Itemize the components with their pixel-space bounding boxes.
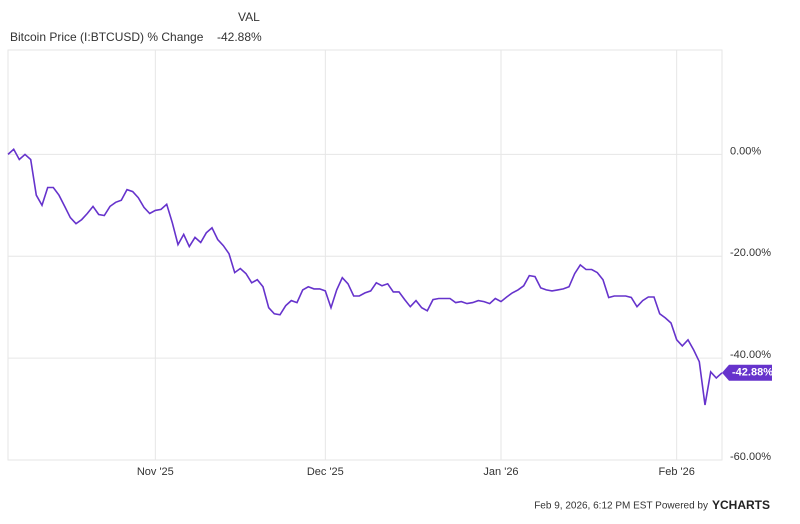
x-tick-label: Nov '25 xyxy=(137,466,174,478)
y-tick-label: -20.00% xyxy=(730,247,771,259)
legend-series-name: Bitcoin Price (I:BTCUSD) % Change xyxy=(10,30,204,44)
value-flag xyxy=(722,364,772,381)
plot-border xyxy=(7,49,723,461)
legend-series-value: -42.88% xyxy=(217,30,262,44)
y-tick-label: -40.00% xyxy=(730,349,771,361)
y-tick-label: -60.00% xyxy=(730,451,771,463)
value-label: -42.88% xyxy=(732,367,773,379)
legend-header: VAL xyxy=(238,10,260,24)
y-tick-label: 0.00% xyxy=(730,145,761,157)
x-tick-label: Dec '25 xyxy=(307,466,344,478)
x-tick-label: Jan '26 xyxy=(483,466,518,478)
x-tick-label: Feb '26 xyxy=(658,466,694,478)
line xyxy=(7,148,723,406)
brand: YCHARTS xyxy=(712,498,770,512)
footer: Feb 9, 2026, 6:12 PM EST Powered by xyxy=(534,501,708,512)
